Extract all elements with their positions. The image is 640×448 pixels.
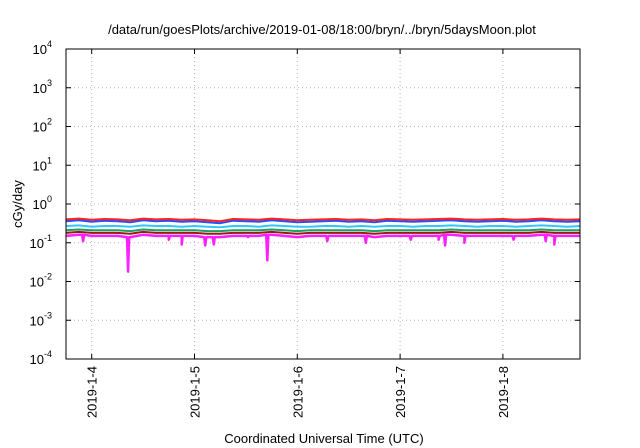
y-tick-exponent: 4 xyxy=(47,39,52,49)
y-tick-exponent: -4 xyxy=(44,349,52,359)
x-tick-label: 2019-1-8 xyxy=(496,366,511,418)
series-group xyxy=(65,217,581,273)
y-tick-exponent: 3 xyxy=(47,78,52,88)
series-line-4 xyxy=(65,228,580,233)
y-tick-exponent: 0 xyxy=(47,194,52,204)
series-line-3 xyxy=(65,224,581,229)
chart-title: /data/run/goesPlots/archive/2019-01-08/1… xyxy=(108,22,536,37)
grid-lines xyxy=(66,49,580,359)
x-tick-label: 2019-1-6 xyxy=(290,366,305,418)
y-tick-label: 100 xyxy=(33,194,52,212)
y-axis-label: cGy/day xyxy=(10,180,25,228)
series-line-1 xyxy=(65,217,581,223)
x-tick-label: 2019-1-7 xyxy=(393,366,408,418)
y-tick-exponent: 2 xyxy=(47,117,52,127)
y-tick-exponent: -1 xyxy=(44,233,52,243)
y-tick-label: 10-3 xyxy=(30,310,52,328)
x-tick-label: 2019-1-5 xyxy=(188,366,203,418)
y-tick-label: 10-1 xyxy=(30,233,52,251)
y-tick-label: 104 xyxy=(33,39,52,57)
y-tick-label: 10-4 xyxy=(30,349,52,367)
y-tick-exponent: 1 xyxy=(47,155,52,165)
x-axis: 2019-1-4 2019-1-5 2019-1-6 2019-1-7 2019-1-8 xyxy=(85,49,511,418)
y-tick-exponent: -2 xyxy=(44,272,52,282)
y-tick-exponent: -3 xyxy=(44,310,52,320)
y-tick-label: 10-2 xyxy=(30,272,52,290)
y-tick-label: 101 xyxy=(33,155,52,173)
y-tick-label: 102 xyxy=(33,117,52,135)
series-line-5 xyxy=(65,230,580,235)
x-tick-label: 2019-1-4 xyxy=(85,366,100,418)
y-tick-label: 103 xyxy=(33,78,52,96)
x-axis-label: Coordinated Universal Time (UTC) xyxy=(224,431,423,446)
series-line-2 xyxy=(65,219,581,225)
series-line-6 xyxy=(65,233,580,273)
